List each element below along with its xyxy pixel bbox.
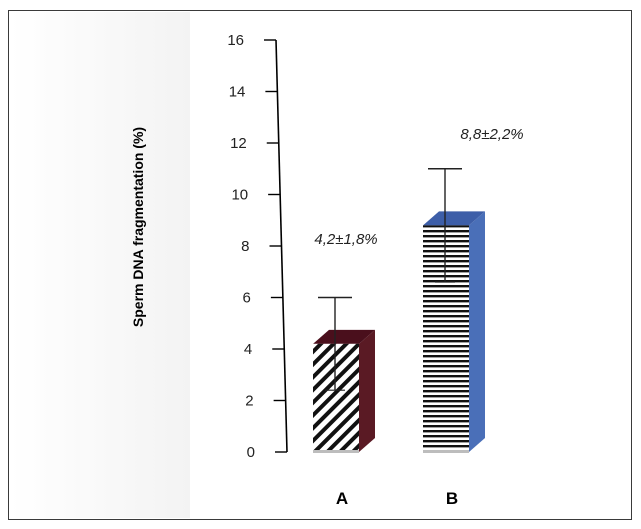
category-label: A bbox=[336, 489, 348, 508]
bar-front-face bbox=[423, 225, 469, 452]
y-tick-label: 6 bbox=[243, 290, 251, 307]
y-axis: 0 2 4 6 8 10 12 14 16 bbox=[227, 32, 288, 461]
y-tick-label: 14 bbox=[229, 84, 246, 101]
bar-base-shadow bbox=[423, 450, 469, 453]
background-shade bbox=[10, 12, 190, 518]
bar-base-shadow bbox=[313, 450, 359, 453]
y-axis-label: Sperm DNA fragmentation (%) bbox=[130, 127, 146, 327]
value-annotation: 4,2±1,8% bbox=[314, 231, 377, 248]
y-tick-label: 2 bbox=[245, 393, 253, 410]
bar-front-face bbox=[313, 343, 359, 452]
value-annotation: 8,8±2,2% bbox=[460, 126, 523, 143]
y-tick-label: 16 bbox=[227, 32, 244, 49]
labels: A 4,2±1,8% B 8,8±2,2% bbox=[314, 126, 523, 508]
y-tick-label: 12 bbox=[230, 135, 247, 152]
y-tick-label: 8 bbox=[241, 238, 249, 255]
y-tick-label: 0 bbox=[247, 444, 255, 461]
error-bar-a bbox=[318, 296, 352, 391]
error-bar-b bbox=[428, 168, 462, 283]
bar-top-face bbox=[313, 329, 375, 344]
bars bbox=[313, 168, 485, 453]
y-tick-label: 10 bbox=[231, 187, 248, 204]
bar-a bbox=[313, 329, 375, 453]
y-tick-label: 4 bbox=[244, 341, 252, 358]
bar-top-face bbox=[423, 211, 485, 226]
bar-b bbox=[423, 211, 485, 453]
bar-side-face bbox=[359, 329, 375, 452]
category-label: B bbox=[446, 489, 458, 508]
bar-side-face bbox=[469, 211, 485, 452]
